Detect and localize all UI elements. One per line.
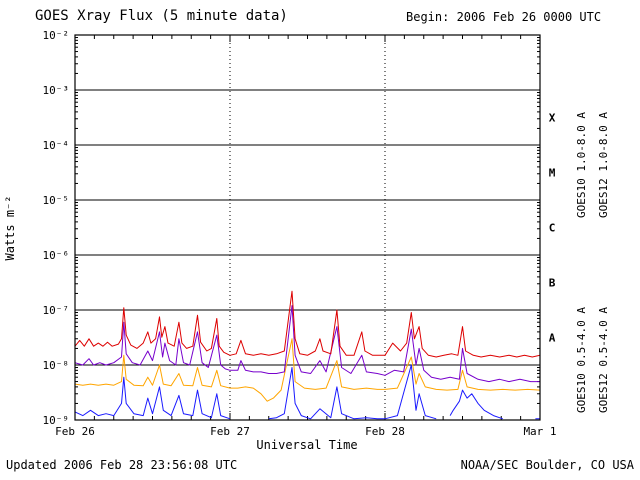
series-goes10-short-line — [75, 338, 540, 402]
y-tick-label: 10⁻² — [43, 29, 70, 42]
y-tick-label: 10⁻⁵ — [43, 194, 70, 207]
legend-label-goes10-0-5-4-0-a: GOES10 0.5-4.0 A — [575, 307, 588, 413]
plot-frame — [74, 34, 541, 421]
y-tick-label: 10⁻⁶ — [43, 249, 70, 262]
flare-class-b: B — [549, 277, 556, 290]
plot-border — [74, 34, 541, 421]
plot-series — [75, 290, 540, 420]
y-tick-labels: 10⁻² 10⁻³ 10⁻⁴ 10⁻⁵ 10⁻⁶ 10⁻⁷ 10⁻⁸ 10⁻⁹ — [43, 29, 70, 427]
begin-label: Begin: 2006 Feb 26 0000 UTC — [406, 10, 601, 24]
y-tick-label: 10⁻⁴ — [43, 139, 70, 152]
y-tick-label: 10⁻³ — [43, 84, 70, 97]
x-tick-label: Mar 1 — [523, 425, 556, 438]
legend-label-goes10-1-0-8-0-a: GOES10 1.0-8.0 A — [575, 112, 588, 218]
series-legend: GOES10 1.0-8.0 A GOES12 1.0-8.0 A GOES10 0… — [575, 112, 610, 413]
plot-ticks — [74, 35, 541, 420]
x-tick-label: Feb 28 — [365, 425, 405, 438]
chart-title: GOES Xray Flux (5 minute data) — [35, 8, 288, 24]
legend-label-goes12-0-5-4-0-a: GOES12 0.5-4.0 A — [597, 307, 610, 413]
flare-class-c: C — [549, 222, 556, 235]
y-tick-label: 10⁻⁸ — [43, 359, 70, 372]
legend-label-goes12-1-0-8-0-a: GOES12 1.0-8.0 A — [597, 112, 610, 218]
plot-gridlines — [75, 35, 540, 420]
x-tick-label: Feb 26 — [55, 425, 95, 438]
series-goes12-short-line — [75, 364, 540, 420]
flare-class-m: M — [549, 167, 556, 180]
flare-class-x: X — [549, 112, 556, 125]
y-tick-label: 10⁻⁹ — [43, 414, 70, 427]
flare-class-labels: X M C B A — [549, 112, 556, 345]
noaa-credit: NOAA/SEC Boulder, CO USA — [461, 458, 635, 472]
y-axis-title: Watts m⁻² — [3, 195, 17, 260]
x-tick-labels: Feb 26 Feb 27 Feb 28 Mar 1 — [55, 425, 556, 438]
x-axis-title: Universal Time — [256, 438, 357, 452]
series-goes10-long-line — [75, 305, 540, 383]
x-tick-label: Feb 27 — [210, 425, 250, 438]
series-goes12-long-line — [75, 290, 540, 358]
y-tick-label: 10⁻⁷ — [43, 304, 70, 317]
flare-class-a: A — [549, 332, 556, 345]
updated-timestamp: Updated 2006 Feb 28 23:56:08 UTC — [6, 458, 237, 472]
